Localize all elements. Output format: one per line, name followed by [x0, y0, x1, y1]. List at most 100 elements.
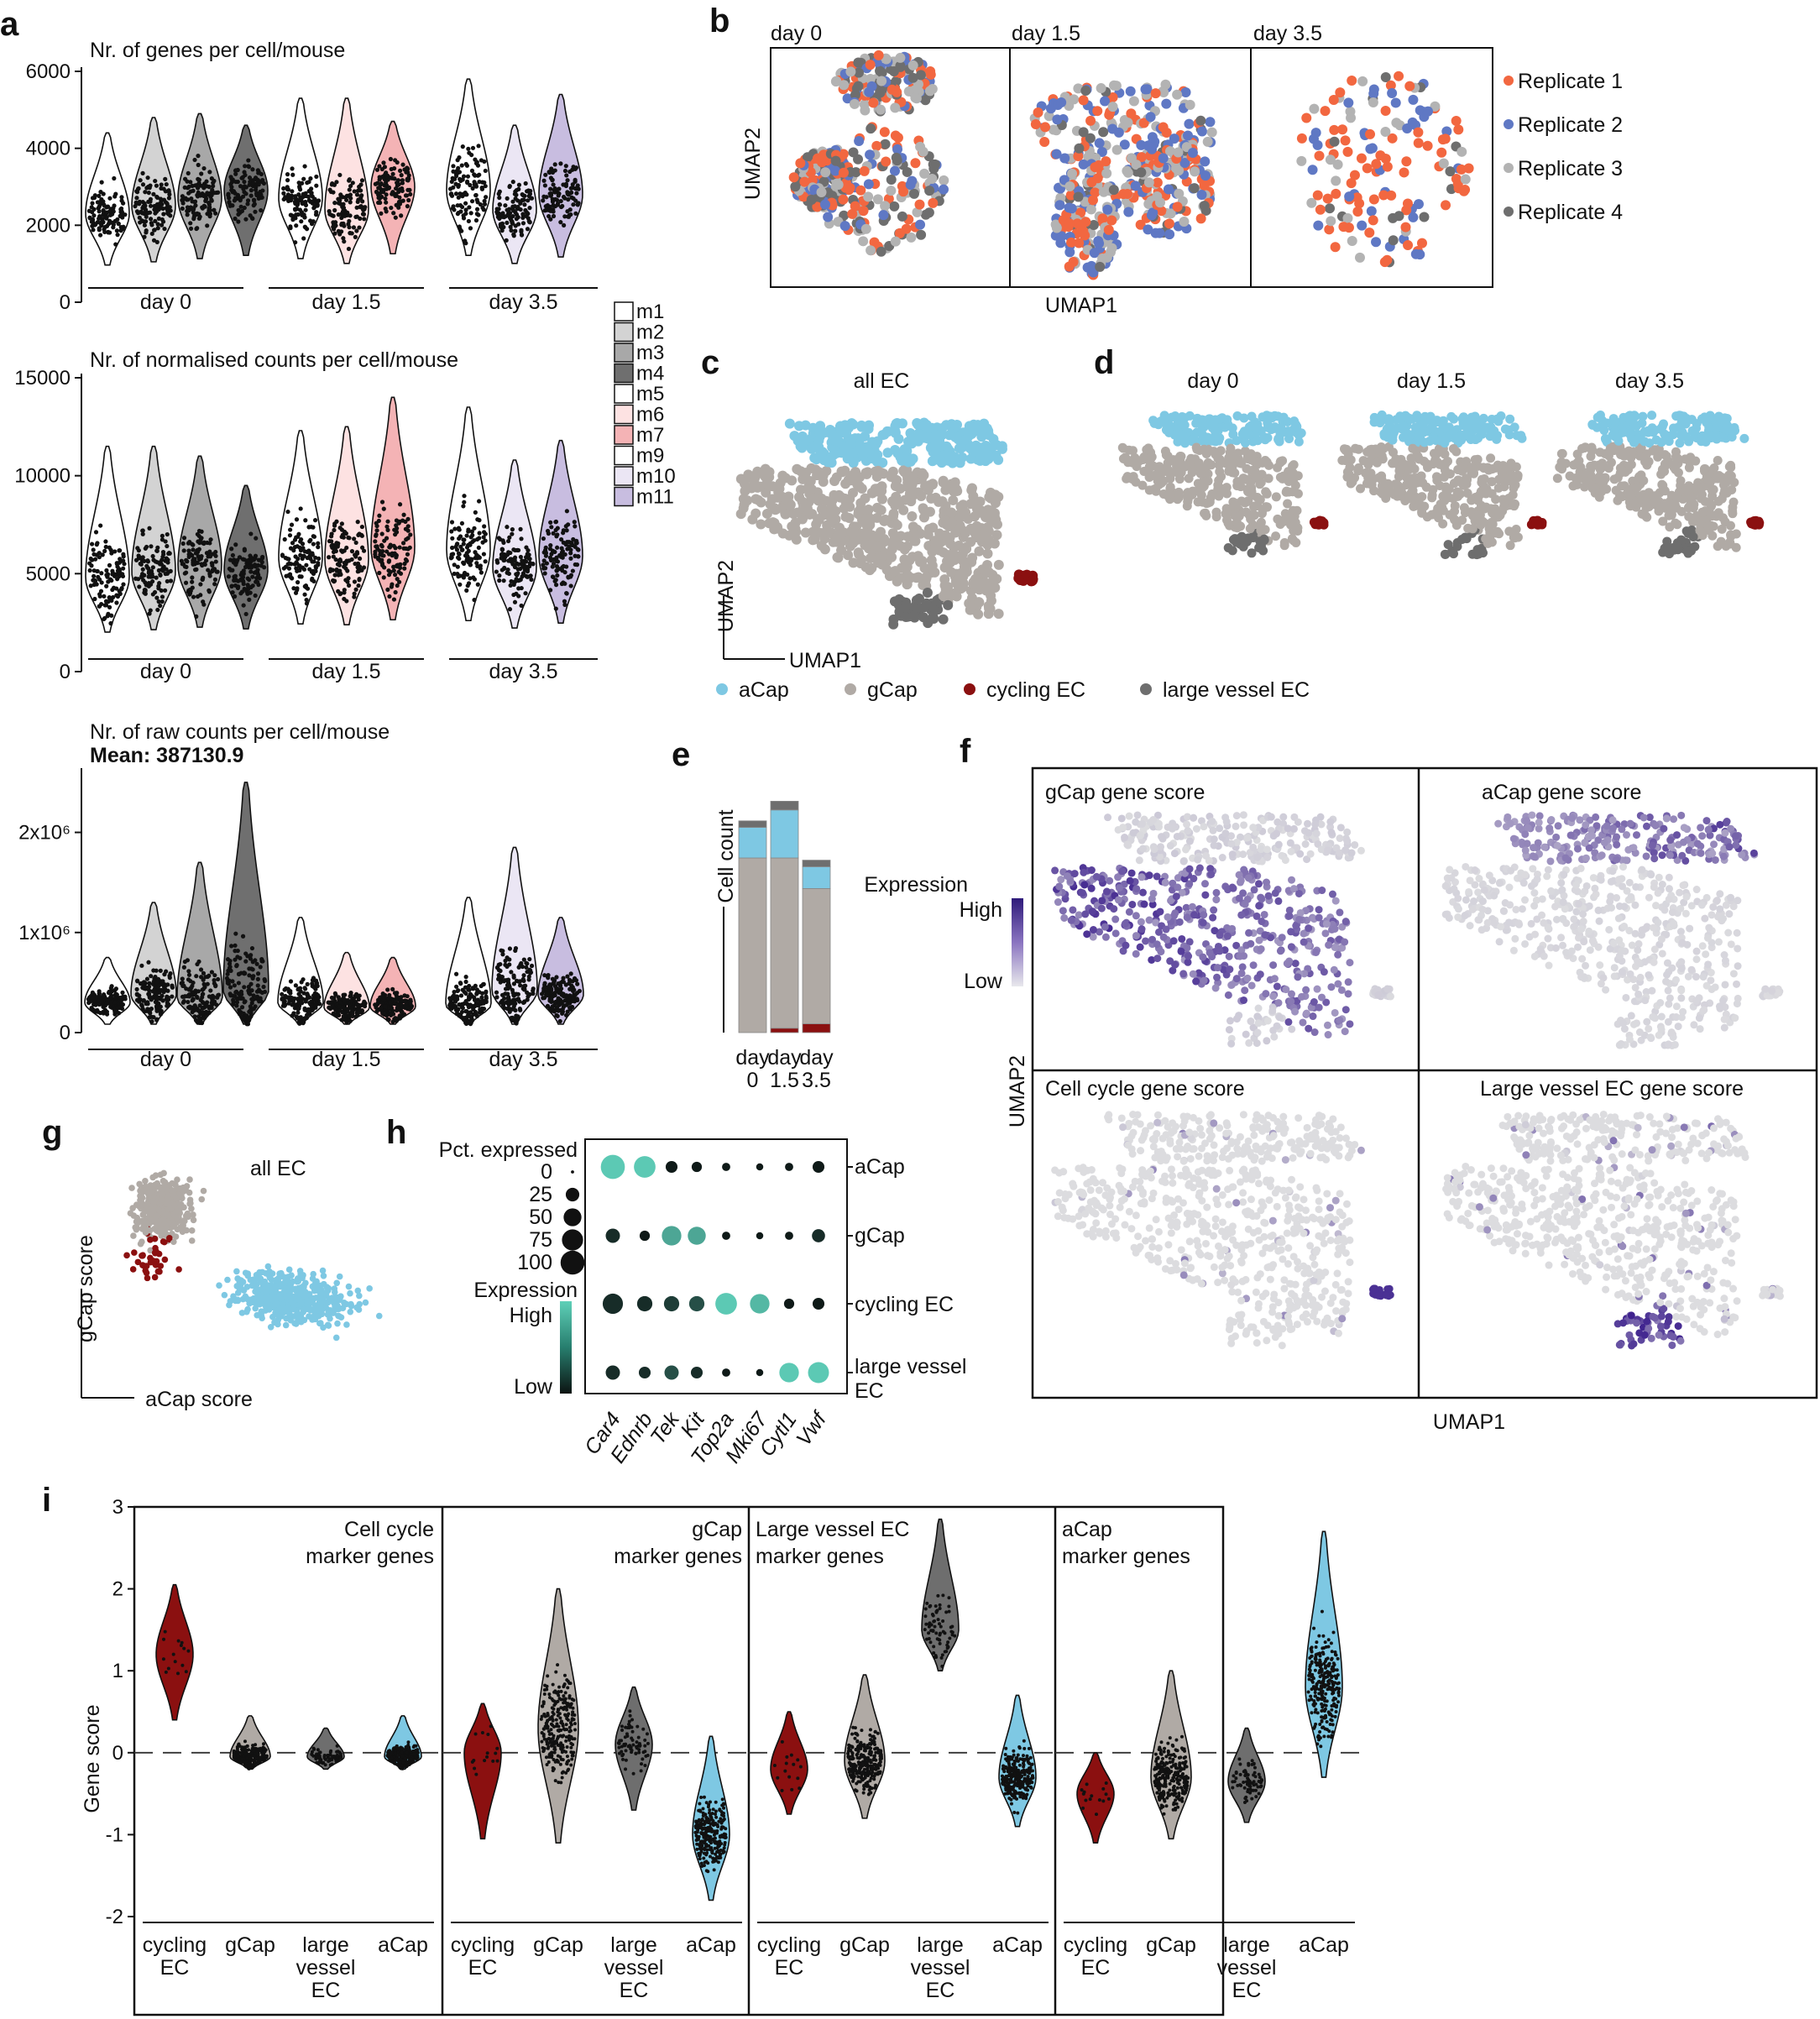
a-point [120, 215, 125, 220]
a-point [392, 1001, 398, 1007]
a-point [214, 569, 219, 574]
a-point [185, 179, 190, 184]
a-point [188, 986, 193, 991]
a-legend-swatch [614, 404, 634, 425]
a-point [316, 992, 321, 998]
a-point [142, 234, 147, 239]
a-point [571, 536, 576, 542]
a-point [386, 558, 392, 563]
a-point [228, 568, 233, 573]
a-point [193, 203, 198, 208]
a-point [216, 992, 222, 997]
a-point [449, 529, 454, 534]
a-point [405, 547, 411, 552]
a-point [314, 174, 319, 180]
b-point [1460, 174, 1471, 185]
a-point [234, 1000, 240, 1005]
a-point [333, 223, 338, 228]
a-point [563, 181, 569, 186]
a-point [246, 158, 251, 163]
a-point [384, 186, 390, 191]
a-point [377, 175, 382, 180]
a-point [143, 591, 148, 596]
a-point [240, 175, 245, 180]
a-point [97, 193, 102, 198]
a-point [197, 1003, 202, 1008]
a-point [292, 545, 298, 550]
a-point [554, 568, 559, 573]
a-point [112, 175, 117, 181]
a-point [558, 986, 564, 991]
a-point [207, 994, 212, 999]
a-point [523, 591, 528, 596]
a-point [248, 953, 254, 958]
a-point [241, 603, 246, 608]
b-point [1436, 147, 1447, 158]
b-legend-label: Replicate 4 [1518, 201, 1623, 224]
a-point [382, 565, 387, 570]
a-point [563, 164, 568, 169]
a-point [332, 207, 337, 213]
a-point [186, 1005, 191, 1010]
a-point [233, 943, 238, 948]
a-point [135, 979, 140, 984]
a-point [568, 583, 573, 588]
a-point [501, 540, 506, 545]
a-point [541, 178, 547, 183]
a-point [357, 225, 362, 230]
a-point [95, 1007, 100, 1012]
a-point [112, 996, 118, 1002]
a-point [299, 219, 304, 224]
a-point [198, 536, 203, 541]
a-point [108, 1002, 113, 1007]
a-day-label: day 3.5 [489, 1048, 557, 1071]
b-point [910, 92, 921, 103]
a-point [287, 533, 293, 538]
b-point [1125, 86, 1136, 97]
a-point [120, 990, 125, 995]
b-point [914, 199, 925, 210]
b-point [1347, 236, 1357, 247]
a-point [346, 535, 351, 540]
a-point [354, 214, 359, 219]
a-point [468, 226, 473, 231]
a-point [243, 959, 248, 964]
a-point [381, 506, 386, 511]
a-point [555, 202, 561, 207]
a-point [104, 1009, 110, 1014]
b-point [1078, 127, 1089, 138]
a-point [554, 564, 560, 569]
a-point [524, 564, 530, 569]
a-point [316, 545, 321, 550]
a-point [470, 186, 475, 191]
a-point [500, 952, 505, 957]
a-point [476, 212, 481, 217]
a-point [230, 1002, 236, 1007]
a-point [336, 212, 341, 217]
a-point [201, 1001, 207, 1006]
a-point [451, 169, 456, 174]
a-point [212, 178, 217, 184]
a-day-label: day 3.5 [489, 290, 557, 314]
a-point [464, 1008, 469, 1014]
a-point [380, 174, 385, 179]
a-point [480, 540, 485, 545]
a-point [181, 536, 187, 541]
a-point [165, 1000, 170, 1006]
b-point [830, 165, 841, 176]
b-point [1096, 83, 1106, 94]
a-point [194, 226, 199, 232]
a-point [565, 547, 570, 552]
a-point [118, 225, 123, 230]
a-point [449, 545, 455, 551]
a-point [565, 178, 570, 183]
b-point [1107, 102, 1118, 112]
a-point [458, 202, 463, 208]
a-point [203, 975, 208, 980]
a-point [305, 981, 310, 986]
a-point [305, 180, 310, 186]
a-point [160, 594, 165, 599]
a-point [552, 190, 557, 195]
a-point [180, 976, 185, 981]
a-point [253, 187, 259, 192]
